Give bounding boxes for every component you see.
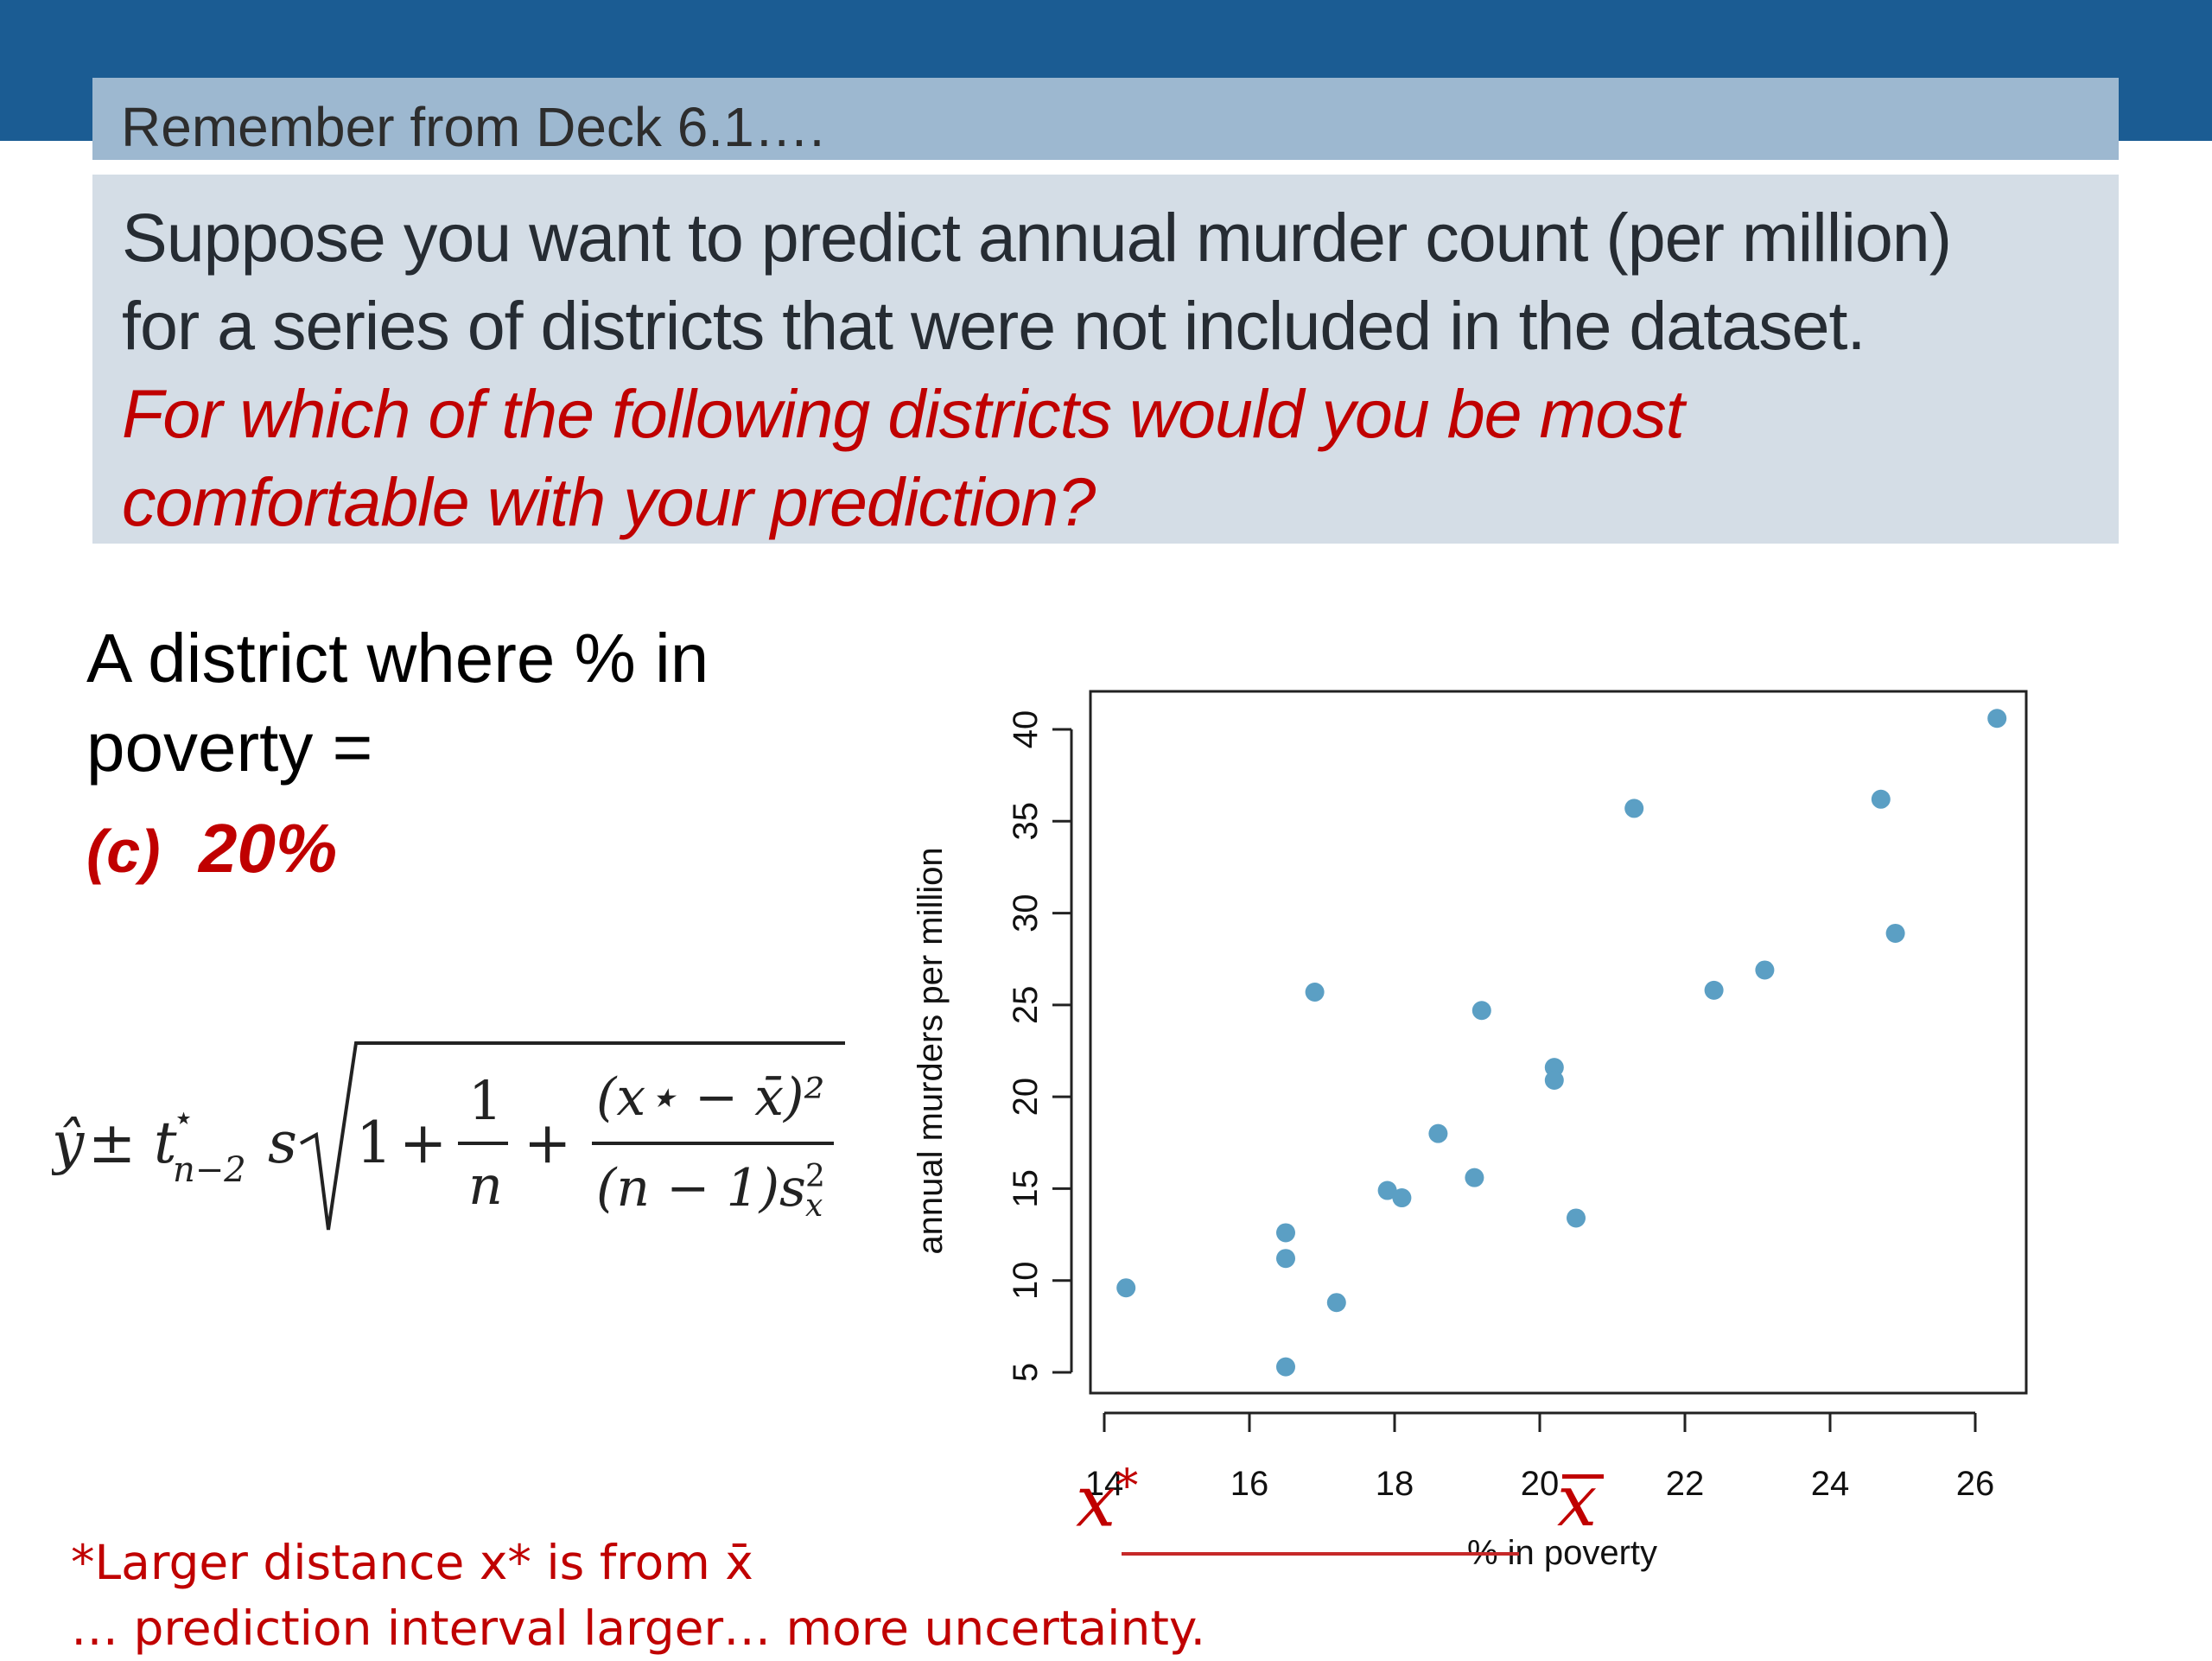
y-tick-label: 5 bbox=[1007, 1363, 1045, 1382]
district-description: A district where % in poverty = bbox=[86, 614, 709, 792]
data-point bbox=[1276, 1249, 1295, 1269]
question-box: Suppose you want to predict annual murde… bbox=[92, 175, 2119, 544]
formula-frac1-num: 1 bbox=[468, 1069, 502, 1132]
question-line-2: for a series of districts that were not … bbox=[122, 287, 1866, 364]
data-point bbox=[1465, 1168, 1484, 1187]
formula-t: t bbox=[154, 1110, 177, 1176]
x-tick-label: 14 bbox=[1085, 1465, 1124, 1503]
y-axis-label: annual murders per million bbox=[912, 847, 950, 1254]
x-bar-label: x bbox=[1557, 1461, 1604, 1543]
data-point bbox=[1276, 1357, 1295, 1377]
formula-frac2-den: (n − 1)s bbox=[596, 1158, 806, 1219]
formula-t-sup: ⋆ bbox=[173, 1098, 194, 1138]
x-tick-label: 16 bbox=[1230, 1465, 1269, 1503]
y-tick-label: 30 bbox=[1007, 894, 1045, 932]
x-tick-label: 20 bbox=[1521, 1465, 1560, 1503]
x-tick-label: 18 bbox=[1376, 1465, 1414, 1503]
district-line-2: poverty = bbox=[86, 709, 373, 786]
footnote-line-2: … prediction interval larger… more uncer… bbox=[71, 1601, 1206, 1656]
data-point bbox=[1624, 799, 1644, 818]
y-tick-label: 25 bbox=[1007, 986, 1045, 1025]
data-point bbox=[1987, 709, 2007, 729]
y-tick-label: 20 bbox=[1007, 1078, 1045, 1117]
formula-one: 1 bbox=[356, 1110, 392, 1176]
question-line-1: Suppose you want to predict annual murde… bbox=[122, 199, 1952, 276]
formula-plus-2: + bbox=[524, 1110, 571, 1176]
x-bar-overline bbox=[1562, 1474, 1604, 1479]
answer-letter: (c) bbox=[86, 818, 161, 885]
formula-frac2-num: (x⋆ − x̄)² bbox=[596, 1067, 825, 1128]
x-tick-label: 26 bbox=[1956, 1465, 1995, 1503]
scatter-plot: 5 10 15 20 25 30 35 40 14 16 18 20 22 24 26 annual mu… bbox=[912, 690, 2028, 1572]
question-line-4: comfortable with your prediction? bbox=[122, 463, 1096, 540]
data-points bbox=[1116, 709, 2007, 1377]
question-line-3: For which of the following districts wou… bbox=[122, 375, 1685, 452]
subtitle-bar: Remember from Deck 6.1…. bbox=[92, 78, 2119, 160]
prediction-interval-formula: ŷ ± t ⋆ n−2 s 1 + 1 n + (x⋆ − x̄)² (n − … bbox=[52, 1041, 845, 1231]
formula-pm: ± bbox=[88, 1110, 136, 1176]
data-point bbox=[1377, 1181, 1397, 1200]
y-tick-label: 10 bbox=[1007, 1261, 1045, 1300]
x-star-letter: x bbox=[1076, 1461, 1116, 1543]
x-tick-label: 24 bbox=[1811, 1465, 1850, 1503]
data-point bbox=[1871, 789, 1891, 809]
data-point bbox=[1567, 1208, 1586, 1228]
answer: (c) 20% bbox=[86, 809, 337, 888]
formula-s: s bbox=[268, 1110, 297, 1176]
distance-line bbox=[1122, 1552, 1519, 1556]
footnote: *Larger distance x* is from x̄ … predict… bbox=[71, 1530, 1205, 1661]
y-tick-label: 40 bbox=[1007, 710, 1045, 749]
data-point bbox=[1544, 1071, 1564, 1091]
formula-yhat: ŷ bbox=[52, 1110, 85, 1176]
data-point bbox=[1704, 980, 1724, 1000]
subtitle-text: Remember from Deck 6.1…. bbox=[121, 95, 825, 158]
y-tick-label: 15 bbox=[1007, 1169, 1045, 1208]
y-axis: 5 10 15 20 25 30 35 40 bbox=[1007, 710, 1073, 1382]
data-point bbox=[1276, 1223, 1295, 1243]
data-point bbox=[1885, 923, 1905, 943]
plot-frame bbox=[1089, 690, 2028, 1395]
x-bar-letter: x bbox=[1557, 1461, 1598, 1543]
data-point bbox=[1116, 1278, 1136, 1298]
data-point bbox=[1392, 1188, 1412, 1208]
data-point bbox=[1755, 960, 1775, 980]
footnote-line-1: *Larger distance x* is from x̄ bbox=[71, 1535, 753, 1590]
formula-plus-1: + bbox=[399, 1110, 447, 1176]
x-star-label: x* bbox=[1076, 1461, 1138, 1543]
district-line-1: A district where % in bbox=[86, 620, 709, 697]
formula-frac2-den-sup: 2 bbox=[805, 1159, 825, 1194]
x-tick-label: 22 bbox=[1666, 1465, 1705, 1503]
formula-frac2-den-sub: x bbox=[805, 1188, 823, 1224]
data-point bbox=[1428, 1123, 1448, 1143]
formula-frac1-den: n bbox=[468, 1154, 503, 1217]
formula-t-sub: n−2 bbox=[173, 1150, 246, 1190]
x-star-sup: * bbox=[1116, 1461, 1139, 1512]
sqrt-sign bbox=[300, 1041, 845, 1231]
y-tick-label: 35 bbox=[1007, 802, 1045, 841]
data-point bbox=[1305, 982, 1325, 1002]
data-point bbox=[1471, 1001, 1491, 1021]
data-point bbox=[1326, 1293, 1346, 1313]
x-axis: 14 16 18 20 22 24 26 bbox=[1085, 1411, 1995, 1503]
answer-value: 20% bbox=[199, 810, 338, 887]
